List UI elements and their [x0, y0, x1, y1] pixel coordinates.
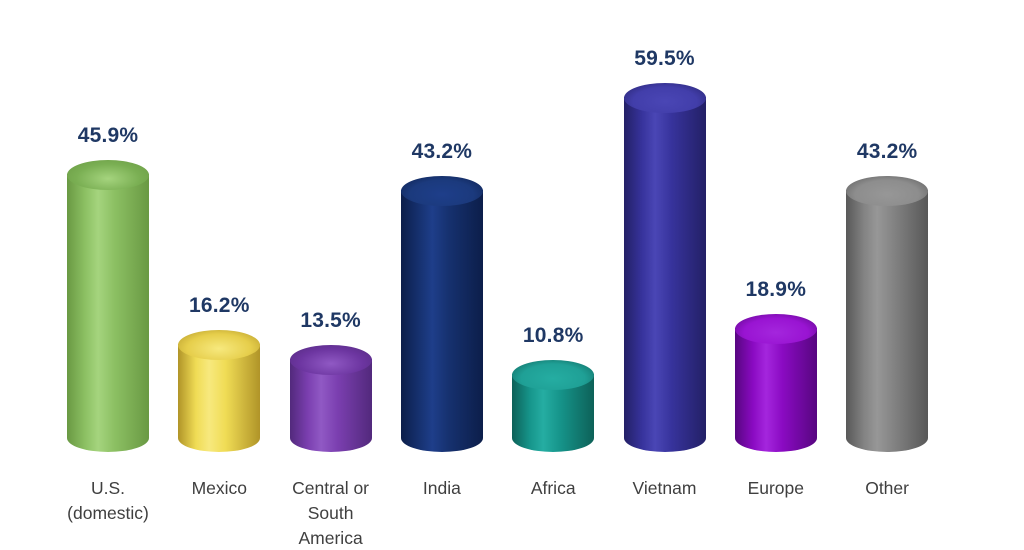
category-label-line: Central or — [292, 478, 370, 498]
cylinder-bar — [734, 314, 817, 452]
category-label-line: Africa — [530, 478, 576, 498]
category-label-line: India — [422, 478, 461, 498]
bar-column-europe: 18.9% Europe — [718, 0, 834, 550]
cylinder-top — [846, 175, 929, 206]
category-label: Vietnam — [607, 476, 723, 501]
category-label-line: Other — [865, 478, 909, 498]
category-label: India — [384, 476, 500, 501]
category-label: Europe — [718, 476, 834, 501]
bar-value-label: 43.2% — [411, 139, 473, 163]
cylinder-top — [734, 314, 817, 345]
cylinder-body — [846, 189, 929, 452]
category-label: Africa — [495, 476, 611, 501]
bar-column-africa: 10.8% Africa — [495, 0, 611, 550]
bar-value-label: 10.8% — [522, 324, 584, 348]
category-label-line: Vietnam — [632, 478, 697, 498]
cylinder-bar — [289, 345, 372, 452]
bar-value-label: 13.5% — [300, 309, 361, 333]
cylinder-bar — [178, 329, 261, 452]
bar-value-label: 45.9% — [77, 124, 139, 148]
bar-column-other: 43.2% Other — [829, 0, 945, 550]
bar-value-label: 59.5% — [634, 46, 695, 70]
category-label: Central or South America — [273, 476, 389, 550]
bar-value-label: 43.2% — [856, 139, 918, 163]
category-label-line: (domestic) — [67, 503, 149, 523]
bar-column-vietnam: 59.5% Vietnam — [607, 0, 723, 550]
cylinder-body — [400, 189, 483, 452]
cylinder-top — [512, 360, 595, 391]
category-label-line: South — [307, 503, 354, 523]
cylinder-top — [289, 345, 372, 376]
cylinder-body — [178, 343, 261, 452]
cylinder-top — [178, 329, 261, 360]
cylinder-top — [67, 160, 149, 191]
cylinder-bar — [846, 175, 929, 452]
cylinder-bar — [400, 175, 483, 452]
cylinder-bar — [623, 82, 706, 452]
bar-column-mexico: 16.2% Mexico — [161, 0, 277, 550]
bar-column-central-or-south-america: 13.5% Central or South America — [273, 0, 389, 550]
category-label: Mexico — [161, 476, 277, 501]
category-label-line: Mexico — [191, 478, 248, 498]
cylinder-bar — [512, 360, 595, 452]
cylinder-body — [67, 174, 149, 452]
bar-value-label: 18.9% — [745, 278, 807, 302]
category-label-line: U.S. — [90, 478, 126, 498]
category-label-line: America — [298, 528, 363, 548]
category-label-line: Europe — [747, 478, 805, 498]
bar-column-india: 43.2% India — [384, 0, 500, 550]
bar-column-u-s-domestic: 45.9% U.S. (domestic) — [50, 0, 166, 550]
category-label: Other — [829, 476, 945, 501]
cylinder-bar — [67, 160, 149, 452]
cylinder-body — [734, 328, 817, 452]
bar-value-label: 16.2% — [189, 293, 250, 317]
cylinder-body — [623, 96, 706, 452]
cylinder-top — [623, 82, 706, 113]
category-label: U.S. (domestic) — [50, 476, 166, 526]
cylinder-top — [400, 175, 483, 206]
